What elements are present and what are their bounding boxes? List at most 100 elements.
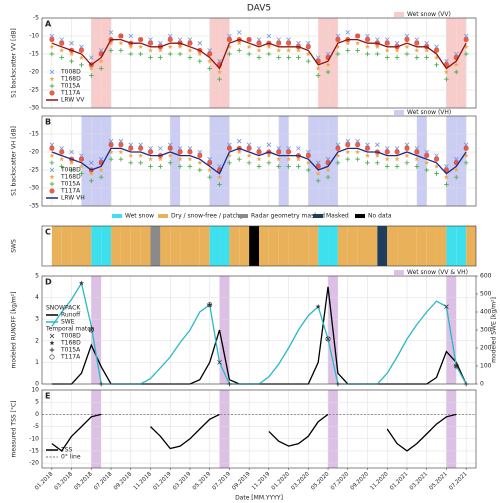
x-tick-label: 01.2018 — [34, 471, 55, 492]
x-tick-label: 03.2019 — [172, 471, 193, 492]
y-axis-title: S1 backscatter VH [dB] — [11, 126, 18, 196]
data-point — [167, 51, 173, 57]
data-point — [345, 156, 351, 162]
legend-label: Radar geometry masked — [251, 213, 325, 220]
data-point — [384, 146, 390, 151]
sws-cell — [229, 226, 240, 266]
legend-label: LRW VV — [61, 97, 85, 104]
data-point — [108, 156, 114, 162]
legend-marker — [49, 174, 55, 180]
data-point — [246, 37, 252, 43]
data-point — [227, 33, 232, 39]
data-point — [296, 55, 301, 60]
data-point — [335, 51, 341, 57]
data-point — [404, 142, 410, 148]
sws-cell — [71, 226, 82, 266]
data-point — [108, 142, 114, 148]
data-point — [434, 171, 439, 176]
data-point — [325, 51, 331, 57]
wet-snow-band — [446, 276, 457, 384]
data-point — [463, 153, 469, 158]
legend-marker — [49, 76, 55, 82]
data-point — [444, 304, 449, 309]
panel-background — [42, 390, 476, 468]
y-axis-title: measured TSS [°C] — [11, 401, 18, 458]
data-point — [197, 160, 203, 165]
wet-snow-band — [209, 116, 220, 206]
data-point — [49, 160, 55, 166]
data-point — [286, 37, 291, 42]
data-point — [236, 138, 242, 144]
y-tick-label: 0 — [35, 381, 39, 388]
data-point — [296, 146, 301, 151]
data-point — [276, 37, 282, 42]
data-point — [89, 73, 94, 78]
y2-tick-label: 100 — [480, 363, 492, 370]
panel-frame — [41, 225, 477, 267]
sws-cell — [446, 226, 457, 266]
data-point — [266, 160, 272, 166]
data-point — [335, 142, 341, 148]
data-point — [88, 65, 94, 71]
data-point — [118, 142, 124, 148]
data-point — [49, 37, 55, 43]
y-tick-label: -5 — [33, 423, 39, 430]
data-point — [453, 363, 459, 369]
data-point — [404, 37, 410, 43]
data-point — [138, 145, 144, 151]
band-legend-label: Wet snow (VV & VH) — [407, 269, 468, 276]
data-point — [197, 58, 203, 64]
sws-cell — [268, 226, 279, 266]
sws-cell — [140, 226, 151, 266]
data-point — [315, 304, 321, 309]
data-point — [365, 160, 370, 166]
data-point — [177, 44, 183, 49]
y-tick-label: -25 — [29, 87, 39, 94]
data-point — [394, 146, 400, 151]
data-point — [49, 33, 55, 39]
sws-cell — [130, 226, 141, 266]
legend-label: Runoff — [61, 312, 81, 319]
data-point — [453, 167, 459, 173]
data-point — [108, 30, 114, 35]
legend-label: Masked — [326, 213, 349, 220]
data-point — [325, 69, 331, 75]
data-point — [167, 33, 173, 39]
data-point — [414, 47, 420, 53]
data-point — [207, 174, 212, 180]
legend-label: T008D — [60, 69, 81, 76]
data-point — [128, 44, 134, 49]
wet-snow-band — [278, 116, 289, 206]
x-tick-label: 07.2020 — [330, 471, 351, 492]
data-point — [453, 156, 459, 162]
data-point — [296, 40, 301, 46]
y2-tick-label: 600 — [480, 273, 492, 280]
legend-marker — [49, 347, 55, 353]
data-point — [108, 149, 114, 155]
x-tick-label: 09.2019 — [231, 471, 252, 492]
legend-marker — [49, 167, 55, 173]
data-point — [128, 145, 134, 151]
legend-marker — [49, 181, 55, 187]
data-point — [49, 153, 55, 158]
panel-background — [42, 116, 476, 206]
data-point — [227, 142, 232, 148]
sws-cell — [170, 226, 181, 266]
legend-marker — [49, 354, 55, 360]
sws-cell — [199, 226, 210, 266]
y-axis-title: SWS — [11, 239, 18, 253]
wet-snow-band — [456, 116, 467, 206]
sws-cell — [189, 226, 200, 266]
data-point — [157, 156, 163, 162]
data-point — [158, 40, 163, 46]
data-point — [424, 149, 429, 155]
data-point — [394, 164, 400, 169]
data-point — [69, 167, 74, 173]
wet-snow-band — [101, 18, 112, 108]
data-point — [453, 174, 459, 180]
data-point — [414, 37, 420, 42]
data-point — [404, 51, 410, 57]
data-point — [325, 174, 331, 180]
data-point — [286, 149, 292, 155]
